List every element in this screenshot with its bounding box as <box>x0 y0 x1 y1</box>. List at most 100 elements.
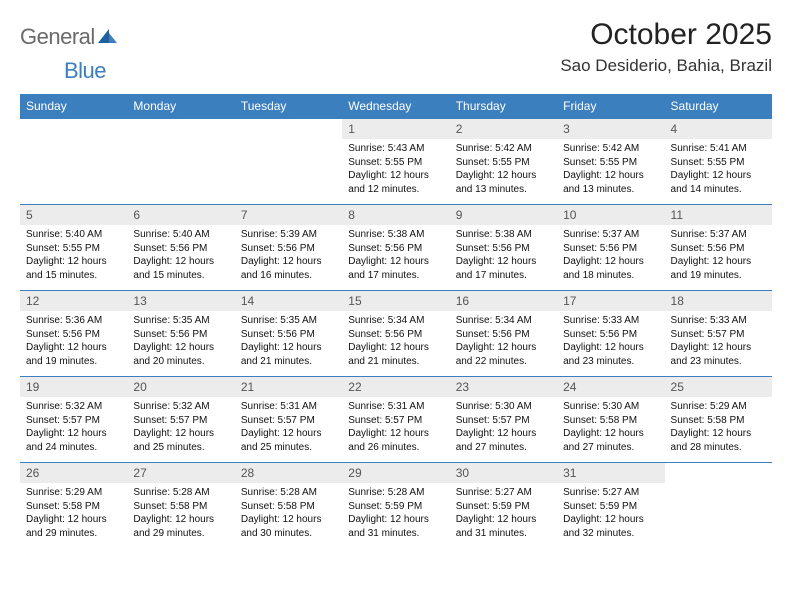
sunrise-text: Sunrise: 5:43 AM <box>348 142 443 156</box>
calendar-day-cell: 7Sunrise: 5:39 AMSunset: 5:56 PMDaylight… <box>235 205 342 291</box>
sunrise-text: Sunrise: 5:40 AM <box>133 228 228 242</box>
day-content: Sunrise: 5:29 AMSunset: 5:58 PMDaylight:… <box>20 483 127 544</box>
sunset-text: Sunset: 5:59 PM <box>563 500 658 514</box>
daylight-text: Daylight: 12 hours and 15 minutes. <box>26 255 121 282</box>
calendar-day-cell: 13Sunrise: 5:35 AMSunset: 5:56 PMDayligh… <box>127 291 234 377</box>
sunset-text: Sunset: 5:57 PM <box>671 328 766 342</box>
sunset-text: Sunset: 5:56 PM <box>26 328 121 342</box>
sunset-text: Sunset: 5:56 PM <box>456 328 551 342</box>
sunrise-text: Sunrise: 5:34 AM <box>348 314 443 328</box>
daylight-text: Daylight: 12 hours and 27 minutes. <box>563 427 658 454</box>
weekday-header: Wednesday <box>342 94 449 119</box>
sunset-text: Sunset: 5:57 PM <box>456 414 551 428</box>
day-content: Sunrise: 5:43 AMSunset: 5:55 PMDaylight:… <box>342 139 449 200</box>
calendar-day-cell: 5Sunrise: 5:40 AMSunset: 5:55 PMDaylight… <box>20 205 127 291</box>
sunset-text: Sunset: 5:56 PM <box>456 242 551 256</box>
calendar-day-cell: 28Sunrise: 5:28 AMSunset: 5:58 PMDayligh… <box>235 463 342 549</box>
day-number: 16 <box>450 291 557 311</box>
day-number: 28 <box>235 463 342 483</box>
sunset-text: Sunset: 5:58 PM <box>241 500 336 514</box>
sunrise-text: Sunrise: 5:35 AM <box>133 314 228 328</box>
sunrise-text: Sunrise: 5:33 AM <box>671 314 766 328</box>
day-number: 4 <box>665 119 772 139</box>
day-content: Sunrise: 5:28 AMSunset: 5:58 PMDaylight:… <box>127 483 234 544</box>
calendar-day-cell: 15Sunrise: 5:34 AMSunset: 5:56 PMDayligh… <box>342 291 449 377</box>
sunrise-text: Sunrise: 5:28 AM <box>241 486 336 500</box>
sunrise-text: Sunrise: 5:32 AM <box>26 400 121 414</box>
sunset-text: Sunset: 5:58 PM <box>133 500 228 514</box>
day-number: 25 <box>665 377 772 397</box>
day-number: 18 <box>665 291 772 311</box>
calendar-day-cell <box>127 119 234 205</box>
calendar-day-cell: 1Sunrise: 5:43 AMSunset: 5:55 PMDaylight… <box>342 119 449 205</box>
calendar-day-cell: 10Sunrise: 5:37 AMSunset: 5:56 PMDayligh… <box>557 205 664 291</box>
day-content: Sunrise: 5:34 AMSunset: 5:56 PMDaylight:… <box>450 311 557 372</box>
sunset-text: Sunset: 5:56 PM <box>241 242 336 256</box>
calendar-day-cell <box>20 119 127 205</box>
day-content: Sunrise: 5:38 AMSunset: 5:56 PMDaylight:… <box>450 225 557 286</box>
sunrise-text: Sunrise: 5:28 AM <box>133 486 228 500</box>
sunset-text: Sunset: 5:55 PM <box>563 156 658 170</box>
sunset-text: Sunset: 5:57 PM <box>241 414 336 428</box>
sunrise-text: Sunrise: 5:38 AM <box>348 228 443 242</box>
sunset-text: Sunset: 5:58 PM <box>671 414 766 428</box>
calendar-day-cell: 14Sunrise: 5:35 AMSunset: 5:56 PMDayligh… <box>235 291 342 377</box>
calendar-day-cell: 11Sunrise: 5:37 AMSunset: 5:56 PMDayligh… <box>665 205 772 291</box>
day-number: 9 <box>450 205 557 225</box>
daylight-text: Daylight: 12 hours and 25 minutes. <box>133 427 228 454</box>
day-number: 24 <box>557 377 664 397</box>
day-content: Sunrise: 5:35 AMSunset: 5:56 PMDaylight:… <box>127 311 234 372</box>
day-number: 26 <box>20 463 127 483</box>
day-content: Sunrise: 5:28 AMSunset: 5:59 PMDaylight:… <box>342 483 449 544</box>
calendar-day-cell: 6 Sunrise: 5:40 AMSunset: 5:56 PMDaylight… <box>127 205 234 291</box>
daylight-text: Daylight: 12 hours and 18 minutes. <box>563 255 658 282</box>
day-number: 31 <box>557 463 664 483</box>
title-block: October 2025 Sao Desiderio, Bahia, Brazi… <box>560 18 772 76</box>
sunset-text: Sunset: 5:55 PM <box>26 242 121 256</box>
calendar-day-cell: 2Sunrise: 5:42 AMSunset: 5:55 PMDaylight… <box>450 119 557 205</box>
calendar-day-cell <box>665 463 772 549</box>
sunset-text: Sunset: 5:55 PM <box>671 156 766 170</box>
calendar-day-cell <box>235 119 342 205</box>
sunset-text: Sunset: 5:57 PM <box>26 414 121 428</box>
day-content: Sunrise: 5:37 AMSunset: 5:56 PMDaylight:… <box>665 225 772 286</box>
day-number: 10 <box>557 205 664 225</box>
month-title: October 2025 <box>560 18 772 52</box>
sunset-text: Sunset: 5:56 PM <box>133 242 228 256</box>
day-number: 29 <box>342 463 449 483</box>
weekday-header: Saturday <box>665 94 772 119</box>
sunrise-text: Sunrise: 5:28 AM <box>348 486 443 500</box>
calendar-day-cell: 8Sunrise: 5:38 AMSunset: 5:56 PMDaylight… <box>342 205 449 291</box>
calendar-day-cell: 31Sunrise: 5:27 AMSunset: 5:59 PMDayligh… <box>557 463 664 549</box>
calendar-day-cell: 12Sunrise: 5:36 AMSunset: 5:56 PMDayligh… <box>20 291 127 377</box>
calendar-day-cell: 17Sunrise: 5:33 AMSunset: 5:56 PMDayligh… <box>557 291 664 377</box>
calendar-day-cell: 25Sunrise: 5:29 AMSunset: 5:58 PMDayligh… <box>665 377 772 463</box>
day-number: 17 <box>557 291 664 311</box>
calendar-week-row: 19Sunrise: 5:32 AMSunset: 5:57 PMDayligh… <box>20 377 772 463</box>
sunrise-text: Sunrise: 5:33 AM <box>563 314 658 328</box>
daylight-text: Daylight: 12 hours and 13 minutes. <box>563 169 658 196</box>
daylight-text: Daylight: 12 hours and 29 minutes. <box>26 513 121 540</box>
calendar-page: General October 2025 Sao Desiderio, Bahi… <box>0 0 792 559</box>
sunrise-text: Sunrise: 5:35 AM <box>241 314 336 328</box>
daylight-text: Daylight: 12 hours and 14 minutes. <box>671 169 766 196</box>
daylight-text: Daylight: 12 hours and 15 minutes. <box>133 255 228 282</box>
calendar-week-row: 12Sunrise: 5:36 AMSunset: 5:56 PMDayligh… <box>20 291 772 377</box>
sunrise-text: Sunrise: 5:38 AM <box>456 228 551 242</box>
calendar-day-cell: 19Sunrise: 5:32 AMSunset: 5:57 PMDayligh… <box>20 377 127 463</box>
weekday-header: Thursday <box>450 94 557 119</box>
sunrise-text: Sunrise: 5:37 AM <box>563 228 658 242</box>
sunrise-text: Sunrise: 5:31 AM <box>348 400 443 414</box>
calendar-table: Sunday Monday Tuesday Wednesday Thursday… <box>20 94 772 549</box>
daylight-text: Daylight: 12 hours and 22 minutes. <box>456 341 551 368</box>
calendar-day-cell: 22Sunrise: 5:31 AMSunset: 5:57 PMDayligh… <box>342 377 449 463</box>
day-content: Sunrise: 5:40 AMSunset: 5:55 PMDaylight:… <box>20 225 127 286</box>
sunrise-text: Sunrise: 5:36 AM <box>26 314 121 328</box>
daylight-text: Daylight: 12 hours and 17 minutes. <box>456 255 551 282</box>
daylight-text: Daylight: 12 hours and 31 minutes. <box>456 513 551 540</box>
day-number: 6 <box>127 205 234 225</box>
sunset-text: Sunset: 5:57 PM <box>348 414 443 428</box>
sunrise-text: Sunrise: 5:39 AM <box>241 228 336 242</box>
calendar-day-cell: 26Sunrise: 5:29 AMSunset: 5:58 PMDayligh… <box>20 463 127 549</box>
day-content: Sunrise: 5:28 AMSunset: 5:58 PMDaylight:… <box>235 483 342 544</box>
